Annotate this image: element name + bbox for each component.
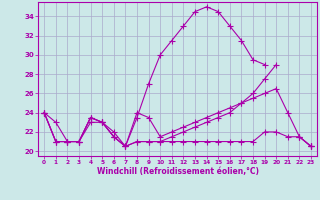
X-axis label: Windchill (Refroidissement éolien,°C): Windchill (Refroidissement éolien,°C) <box>97 167 259 176</box>
